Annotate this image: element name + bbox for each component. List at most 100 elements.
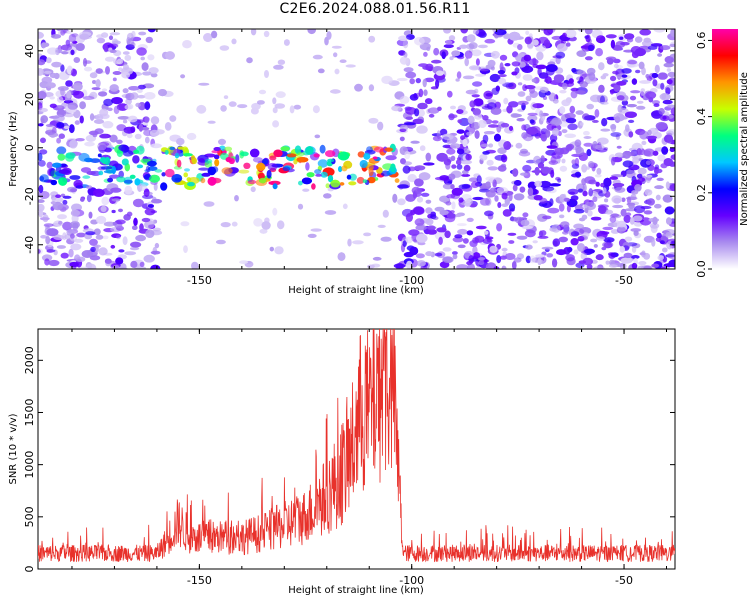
heatmap-cell bbox=[485, 236, 494, 240]
heatmap-cell bbox=[103, 221, 116, 227]
heatmap-cell bbox=[74, 238, 84, 243]
heatmap-cell bbox=[469, 100, 476, 108]
heatmap-cell bbox=[380, 236, 392, 242]
heatmap-cell bbox=[547, 207, 560, 214]
heatmap-cell bbox=[575, 90, 586, 95]
heatmap-cell bbox=[451, 201, 456, 210]
heatmap-cell bbox=[646, 198, 655, 206]
heatmap-cell bbox=[494, 195, 499, 202]
heatmap-cell bbox=[657, 53, 662, 57]
heatmap-cell bbox=[231, 221, 238, 227]
heatmap-cell bbox=[169, 115, 177, 122]
heatmap-cell bbox=[85, 263, 97, 269]
heatmap-cell bbox=[111, 233, 122, 238]
heatmap-cell bbox=[657, 72, 668, 80]
heatmap-cell bbox=[581, 164, 588, 173]
heatmap-cell bbox=[548, 160, 558, 166]
heatmap-cell bbox=[268, 181, 275, 185]
heatmap-cell bbox=[565, 254, 575, 262]
heatmap-cell bbox=[585, 56, 593, 61]
heatmap-cell bbox=[184, 168, 190, 172]
heatmap-cell bbox=[84, 60, 92, 64]
heatmap-cell bbox=[137, 89, 143, 93]
heatmap-cell bbox=[480, 198, 490, 206]
heatmap-cell bbox=[143, 129, 153, 137]
heatmap-cell bbox=[147, 204, 154, 208]
heatmap-cell bbox=[402, 165, 411, 174]
heatmap-cell bbox=[577, 243, 585, 252]
heatmap-cell bbox=[425, 207, 433, 214]
heatmap-cell bbox=[423, 89, 428, 96]
heatmap-cell bbox=[664, 134, 673, 143]
heatmap-cell bbox=[305, 162, 310, 171]
heatmap-cell bbox=[499, 54, 508, 61]
heatmap-cell bbox=[404, 122, 416, 126]
heatmap-cell bbox=[102, 121, 114, 129]
heatmap-cell bbox=[425, 199, 432, 204]
heatmap-cell bbox=[204, 158, 213, 164]
heatmap-cell bbox=[128, 86, 140, 91]
heatmap-cell bbox=[663, 62, 674, 68]
heatmap-cell bbox=[562, 82, 568, 90]
heatmap-cell bbox=[40, 235, 47, 239]
heatmap-cell bbox=[67, 102, 78, 110]
heatmap-cell bbox=[652, 216, 658, 225]
colorbar: 0.0 0.2 0.4 0.6 Normalized spectral amplitu… bbox=[695, 29, 750, 278]
heatmap-cell bbox=[584, 29, 593, 35]
heatmap-cell bbox=[219, 45, 230, 51]
heatmap-cell bbox=[45, 57, 52, 64]
heatmap-cell bbox=[69, 261, 79, 268]
heatmap-cell bbox=[577, 188, 584, 193]
heatmap-cell bbox=[357, 151, 365, 158]
heatmap-cell bbox=[489, 245, 498, 253]
heatmap-cell bbox=[615, 152, 624, 158]
heatmap-cell bbox=[286, 153, 297, 158]
heatmap-cell bbox=[582, 190, 588, 197]
heatmap-cell bbox=[180, 221, 190, 227]
heatmap-cell bbox=[416, 233, 428, 243]
heatmap-cell bbox=[93, 228, 101, 236]
heatmap-cell bbox=[115, 219, 126, 225]
heatmap-cell bbox=[272, 183, 278, 190]
heatmap-cell bbox=[523, 54, 532, 62]
heatmap-cell bbox=[662, 194, 673, 203]
heatmap-y-ticks: -40 -20 0 20 40 bbox=[23, 44, 675, 254]
heatmap-cell bbox=[577, 236, 585, 242]
heatmap-cell bbox=[524, 36, 532, 45]
heatmap-cell bbox=[122, 236, 128, 246]
heatmap-cell bbox=[536, 51, 544, 61]
heatmap-cell bbox=[200, 177, 206, 184]
heatmap-cell bbox=[631, 78, 638, 85]
heatmap-cell bbox=[584, 115, 596, 121]
heatmap-cell bbox=[598, 205, 607, 214]
heatmap-cell bbox=[392, 193, 398, 203]
heatmap-cell bbox=[442, 247, 452, 252]
heatmap-cell bbox=[124, 54, 132, 61]
heatmap-cell bbox=[111, 209, 116, 214]
heatmap-cell bbox=[652, 79, 658, 87]
heatmap-cell bbox=[54, 72, 60, 80]
heatmap-cell bbox=[47, 47, 59, 55]
heatmap-cell bbox=[190, 155, 196, 162]
heatmap-cell bbox=[149, 174, 160, 183]
heatmap-cell bbox=[595, 48, 603, 57]
heatmap-cell bbox=[570, 238, 579, 246]
heatmap-cell bbox=[574, 171, 582, 177]
heatmap-cell bbox=[63, 125, 70, 129]
heatmap-cell bbox=[546, 253, 554, 258]
heatmap-cell bbox=[405, 213, 413, 222]
heatmap-cell bbox=[466, 131, 473, 136]
heatmap-cell bbox=[359, 160, 368, 168]
heatmap-cell bbox=[511, 61, 521, 67]
heatmap-cell bbox=[44, 92, 54, 98]
heatmap-cell bbox=[636, 173, 643, 179]
heatmap-cell bbox=[482, 134, 489, 144]
heatmap-cell bbox=[377, 121, 384, 131]
heatmap-x-ticks: -150 -100 -50 bbox=[71, 29, 668, 287]
heatmap-cell bbox=[485, 181, 491, 187]
heatmap-cell bbox=[616, 226, 627, 234]
heatmap-cell bbox=[461, 173, 471, 177]
heatmap-cell bbox=[503, 33, 511, 39]
heatmap-cell bbox=[465, 89, 477, 95]
heatmap-cell bbox=[414, 187, 423, 195]
